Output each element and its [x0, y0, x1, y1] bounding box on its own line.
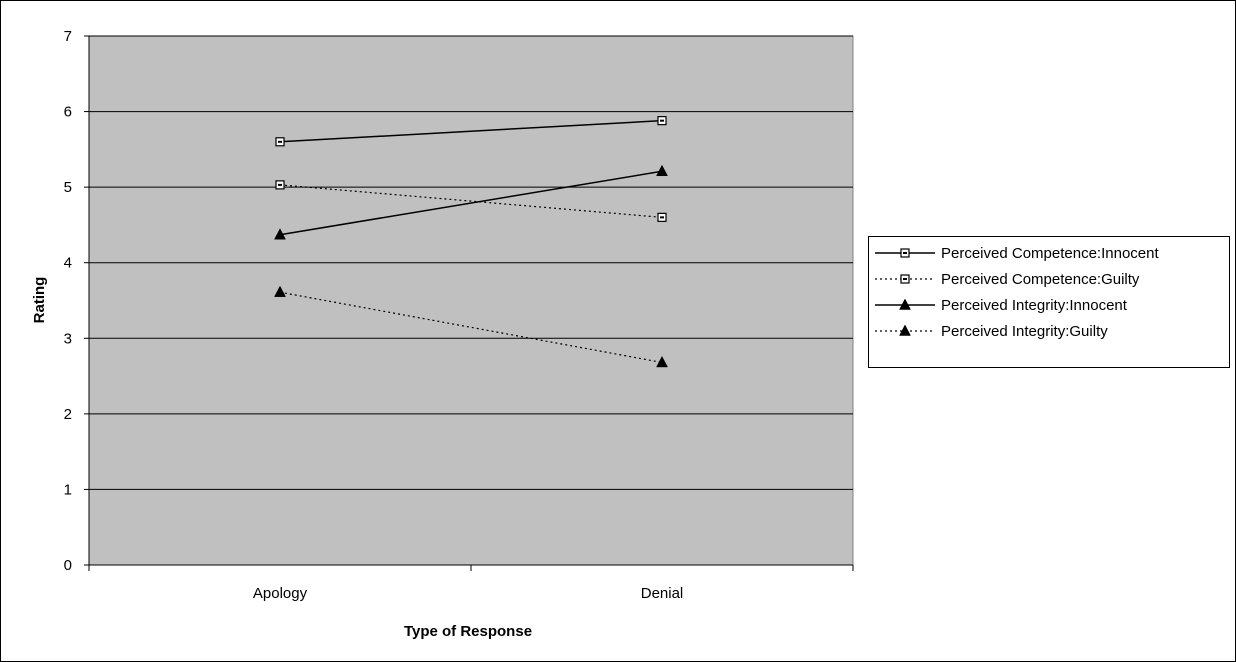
legend-label: Perceived Competence:Innocent	[941, 245, 1159, 262]
x-tick-label: Denial	[641, 585, 684, 602]
x-tick-label: Apology	[253, 585, 308, 602]
y-tick-label: 1	[64, 481, 72, 498]
legend-entry: Perceived Integrity:Innocent	[875, 297, 1128, 314]
y-tick-label: 0	[64, 557, 72, 574]
y-tick-label: 2	[64, 406, 72, 423]
legend-entry: Perceived Competence:Guilty	[875, 271, 1140, 288]
series-line	[279, 170, 663, 236]
y-tick-label: 7	[64, 28, 72, 45]
axes: 0 1 2 3 4 5 6 7 Apology Denial	[64, 28, 854, 602]
data-point	[657, 212, 667, 222]
legend-label: Perceived Integrity:Guilty	[941, 323, 1108, 340]
y-tick-label: 3	[64, 330, 72, 347]
data-point	[656, 355, 668, 368]
legend: Perceived Competence:Innocent Perceived C…	[868, 236, 1230, 368]
legend-entry: Perceived Integrity:Guilty	[875, 323, 1108, 340]
y-tick-label: 6	[64, 104, 72, 121]
y-axis-title: Rating	[31, 277, 48, 324]
legend-marker	[899, 324, 911, 336]
legend-box	[868, 236, 1230, 368]
series-lines	[279, 119, 663, 364]
data-point	[275, 180, 285, 190]
legend-marker	[900, 274, 910, 284]
x-axis-title: Type of Response	[404, 623, 532, 640]
data-point	[656, 164, 668, 177]
legend-label: Perceived Competence:Guilty	[941, 271, 1140, 288]
legend-marker	[899, 298, 911, 310]
y-tick-label: 5	[64, 179, 72, 196]
series-line	[279, 184, 663, 218]
gridlines	[89, 35, 853, 490]
legend-entry: Perceived Competence:Innocent	[875, 245, 1159, 262]
data-point	[274, 285, 286, 297]
data-point	[275, 137, 285, 147]
legend-marker	[900, 248, 910, 258]
data-point	[657, 116, 667, 126]
y-tick-label: 4	[64, 255, 72, 272]
plot-area	[88, 35, 854, 566]
data-point	[274, 228, 286, 240]
legend-label: Perceived Integrity:Innocent	[941, 297, 1128, 314]
series-markers	[274, 116, 668, 368]
series-line	[279, 119, 663, 143]
